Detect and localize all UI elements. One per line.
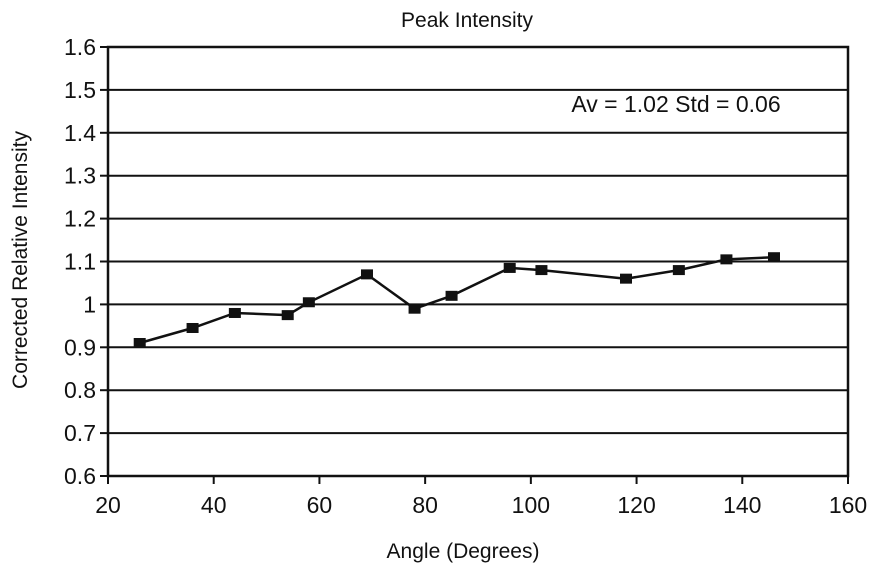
- x-axis-label: Angle (Degrees): [387, 540, 540, 563]
- x-tick-labels: 20 40 60 80 100 120 140 160: [95, 476, 867, 518]
- y-tick-label: 0.8: [64, 377, 96, 403]
- y-tick-labels: 0.6 0.7 0.8 0.9 1 1.1 1.2 1.3 1.4 1.5 1.6: [64, 34, 108, 489]
- data-point: [720, 254, 733, 265]
- data-point: [408, 303, 421, 314]
- data-point: [445, 290, 458, 301]
- y-tick-label: 0.9: [64, 334, 96, 360]
- y-tick-label: 1.6: [64, 34, 96, 60]
- y-tick-label: 0.6: [64, 463, 96, 489]
- x-tick-label: 100: [512, 492, 550, 518]
- y-tick-label: 1.2: [64, 206, 96, 232]
- x-tick-label: 40: [201, 492, 227, 518]
- data-point: [133, 338, 146, 349]
- y-axis-label: Corrected Relative Intensity: [9, 131, 32, 389]
- stats-annotation: Av = 1.02 Std = 0.06: [571, 91, 780, 117]
- data-point: [503, 262, 516, 273]
- data-point: [281, 310, 294, 321]
- data-point: [228, 307, 241, 318]
- data-point: [620, 273, 632, 284]
- y-tick-label: 1.5: [64, 77, 96, 103]
- data-point: [768, 252, 780, 263]
- data-point: [361, 269, 373, 280]
- x-tick-label: 20: [95, 492, 121, 518]
- x-tick-label: 60: [307, 492, 333, 518]
- x-tick-label: 80: [412, 492, 438, 518]
- x-tick-label: 160: [829, 492, 867, 518]
- data-point: [535, 265, 548, 276]
- data-point: [186, 322, 199, 333]
- data-series: [133, 252, 780, 349]
- chart-title: Peak Intensity: [401, 9, 533, 32]
- data-point: [672, 265, 685, 276]
- y-tick-label: 1: [83, 291, 96, 317]
- x-tick-label: 140: [723, 492, 761, 518]
- y-tick-label: 1.3: [64, 163, 96, 189]
- series-line: [139, 255, 775, 345]
- y-tick-label: 0.7: [64, 420, 96, 446]
- y-tick-label: 1.1: [64, 249, 96, 275]
- x-tick-label: 120: [617, 492, 655, 518]
- data-point: [302, 297, 315, 308]
- y-tick-label: 1.4: [64, 120, 96, 146]
